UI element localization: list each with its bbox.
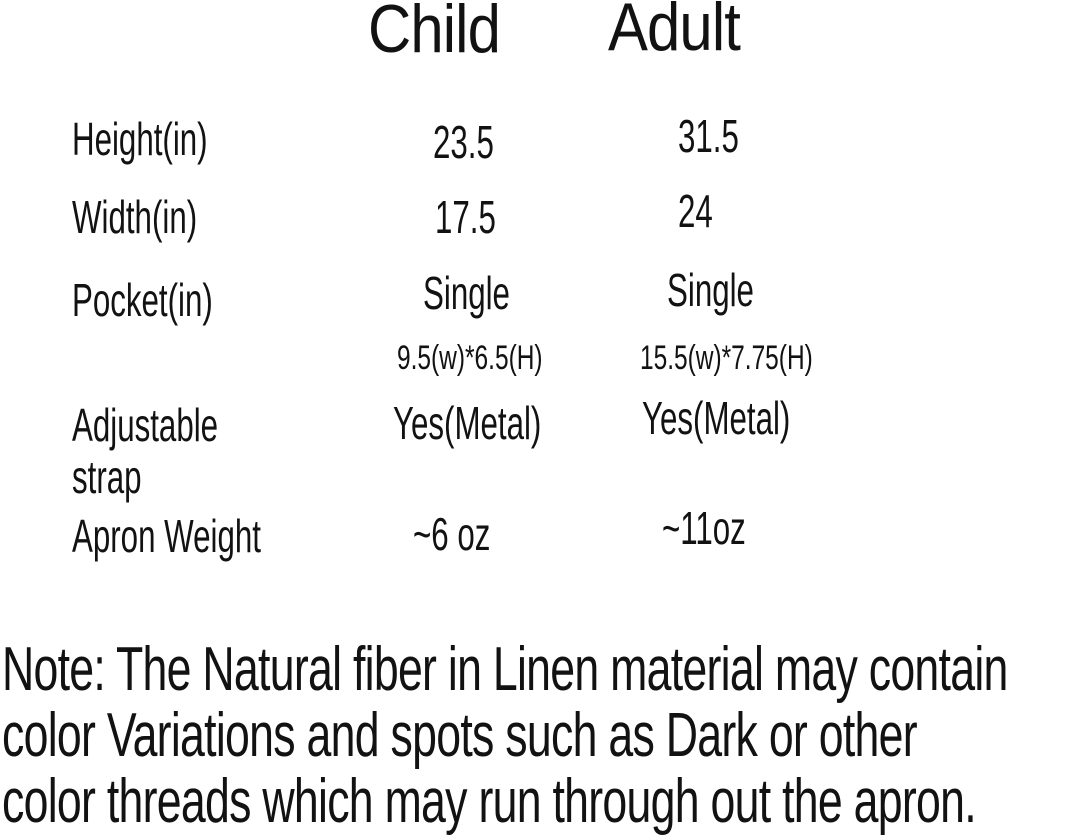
value-width-child: 17.5 [435,191,496,243]
note-line-1: Note: The Natural fiber in Linen materia… [2,635,1008,704]
row-label-height: Height(in) [72,113,208,165]
row-label-width: Width(in) [72,191,198,243]
row-label-pocket: Pocket(in) [72,274,213,326]
value-weight-child: ~6 oz [413,508,491,560]
row-label-adjustable-strap: Adjustable strap [72,399,219,503]
row-label-apron-weight: Apron Weight [72,510,261,562]
value-pocket-child: Single [423,267,510,319]
value-weight-adult: ~11oz [662,502,746,554]
value-pocket-adult: Single [667,264,754,316]
value-strap-child: Yes(Metal) [393,397,542,449]
column-header-child: Child [368,0,501,67]
value-height-adult: 31.5 [678,110,739,162]
note-line-2: color Variations and spots such as Dark … [2,701,918,770]
value-strap-adult: Yes(Metal) [642,392,791,444]
value-height-child: 23.5 [433,116,494,168]
column-header-adult: Adult [608,0,741,65]
note-line-3: color threads which may run through out … [2,767,977,836]
value-pocket-size-adult: 15.5(w)*7.75(H) [640,339,813,377]
value-pocket-size-child: 9.5(w)*6.5(H) [397,339,543,377]
value-width-adult: 24 [678,185,713,237]
